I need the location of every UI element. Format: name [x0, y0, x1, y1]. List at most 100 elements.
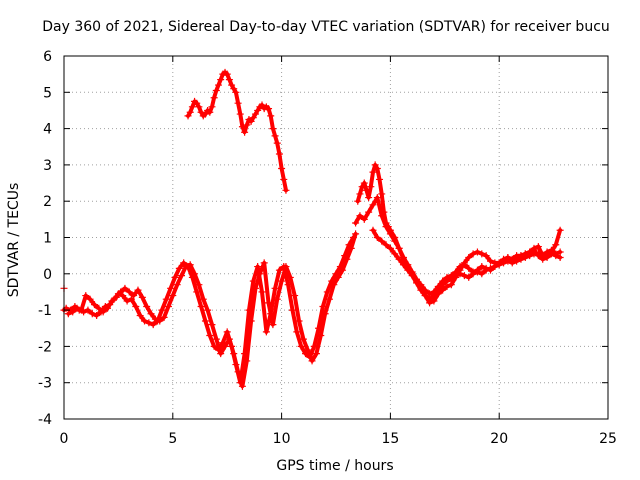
data-point — [352, 219, 360, 227]
data-point — [258, 288, 266, 296]
data-point — [456, 263, 464, 271]
data-point — [145, 319, 153, 327]
data-point — [217, 350, 225, 358]
data-point — [358, 183, 366, 191]
data-point — [373, 165, 381, 173]
data-point — [473, 248, 481, 256]
data-point — [119, 292, 127, 300]
data-point — [367, 183, 375, 191]
data-point — [254, 263, 262, 271]
data-point — [251, 110, 259, 118]
data-point — [180, 259, 188, 267]
data-point — [378, 190, 386, 198]
x-tick-label: 25 — [599, 431, 617, 447]
data-point — [223, 328, 231, 336]
data-point — [286, 273, 294, 281]
x-tick-label: 0 — [60, 431, 69, 447]
data-point — [278, 165, 286, 173]
data-point — [399, 253, 407, 261]
data-point — [127, 295, 135, 303]
data-point — [210, 94, 218, 102]
data-point — [365, 194, 373, 202]
data-point — [223, 70, 231, 78]
data-point — [214, 81, 222, 89]
data-point — [273, 139, 281, 147]
data-point — [271, 284, 279, 292]
data-series — [60, 68, 564, 390]
data-point — [513, 257, 521, 265]
data-point — [386, 244, 394, 252]
data-point — [206, 332, 214, 340]
data-point — [508, 259, 516, 267]
data-point — [504, 257, 512, 265]
data-point — [232, 88, 240, 96]
y-tick-label: 4 — [43, 122, 52, 138]
data-point — [193, 99, 201, 107]
y-tick-label: 6 — [43, 49, 52, 65]
data-point — [204, 306, 212, 314]
data-point — [90, 301, 98, 309]
data-point — [521, 253, 529, 261]
data-point — [99, 308, 107, 316]
data-point — [404, 266, 412, 274]
data-point — [426, 295, 434, 303]
data-point — [491, 263, 499, 271]
data-point — [473, 268, 481, 276]
data-point — [141, 317, 149, 325]
data-point — [171, 273, 179, 281]
data-point — [151, 315, 159, 323]
x-tick-label: 5 — [168, 431, 177, 447]
data-point — [121, 284, 129, 292]
data-point — [275, 150, 283, 158]
y-tick-label: 3 — [43, 158, 52, 174]
data-point — [452, 272, 460, 280]
data-point — [321, 310, 329, 318]
data-point — [386, 230, 394, 238]
data-point — [169, 292, 177, 300]
data-point — [369, 201, 377, 209]
data-point — [86, 295, 94, 303]
x-tick-label: 15 — [381, 431, 399, 447]
data-point — [230, 85, 238, 93]
data-point — [373, 234, 381, 241]
data-point — [325, 295, 333, 303]
data-point — [104, 304, 112, 312]
data-point — [247, 117, 255, 125]
data-point — [164, 302, 172, 310]
series-arc-6 — [369, 226, 564, 303]
data-point — [347, 244, 355, 252]
data-point — [430, 292, 438, 300]
data-point — [552, 241, 560, 249]
data-point — [376, 175, 384, 183]
y-tick-label: -4 — [38, 412, 52, 428]
data-point — [138, 293, 146, 301]
data-point — [434, 286, 442, 294]
data-point — [243, 121, 251, 129]
data-point — [251, 284, 259, 292]
data-point — [295, 317, 303, 325]
data-point — [182, 263, 190, 271]
data-point — [143, 302, 151, 310]
data-point — [312, 350, 320, 358]
axis-ticks: 0 5 10 15 20 25 -4 -3 -2 -1 0 1 2 3 4 5 6 — [38, 49, 617, 447]
data-point — [208, 103, 216, 111]
x-axis-label: GPS time / hours — [276, 458, 393, 474]
data-point — [236, 110, 244, 118]
data-point — [334, 273, 342, 281]
data-point — [356, 190, 364, 198]
y-tick-label: -1 — [38, 303, 52, 319]
y-axis-label: SDTVAR / TECUs — [6, 183, 22, 298]
data-point — [339, 266, 347, 274]
data-point — [178, 272, 186, 280]
data-point — [478, 263, 486, 271]
data-point — [391, 237, 399, 245]
data-point — [221, 342, 229, 350]
data-point — [293, 328, 301, 336]
data-point — [247, 317, 255, 325]
data-point — [265, 299, 273, 307]
data-point — [465, 264, 473, 272]
data-point — [188, 103, 196, 111]
data-point — [478, 250, 486, 258]
grid-lines — [64, 56, 608, 419]
